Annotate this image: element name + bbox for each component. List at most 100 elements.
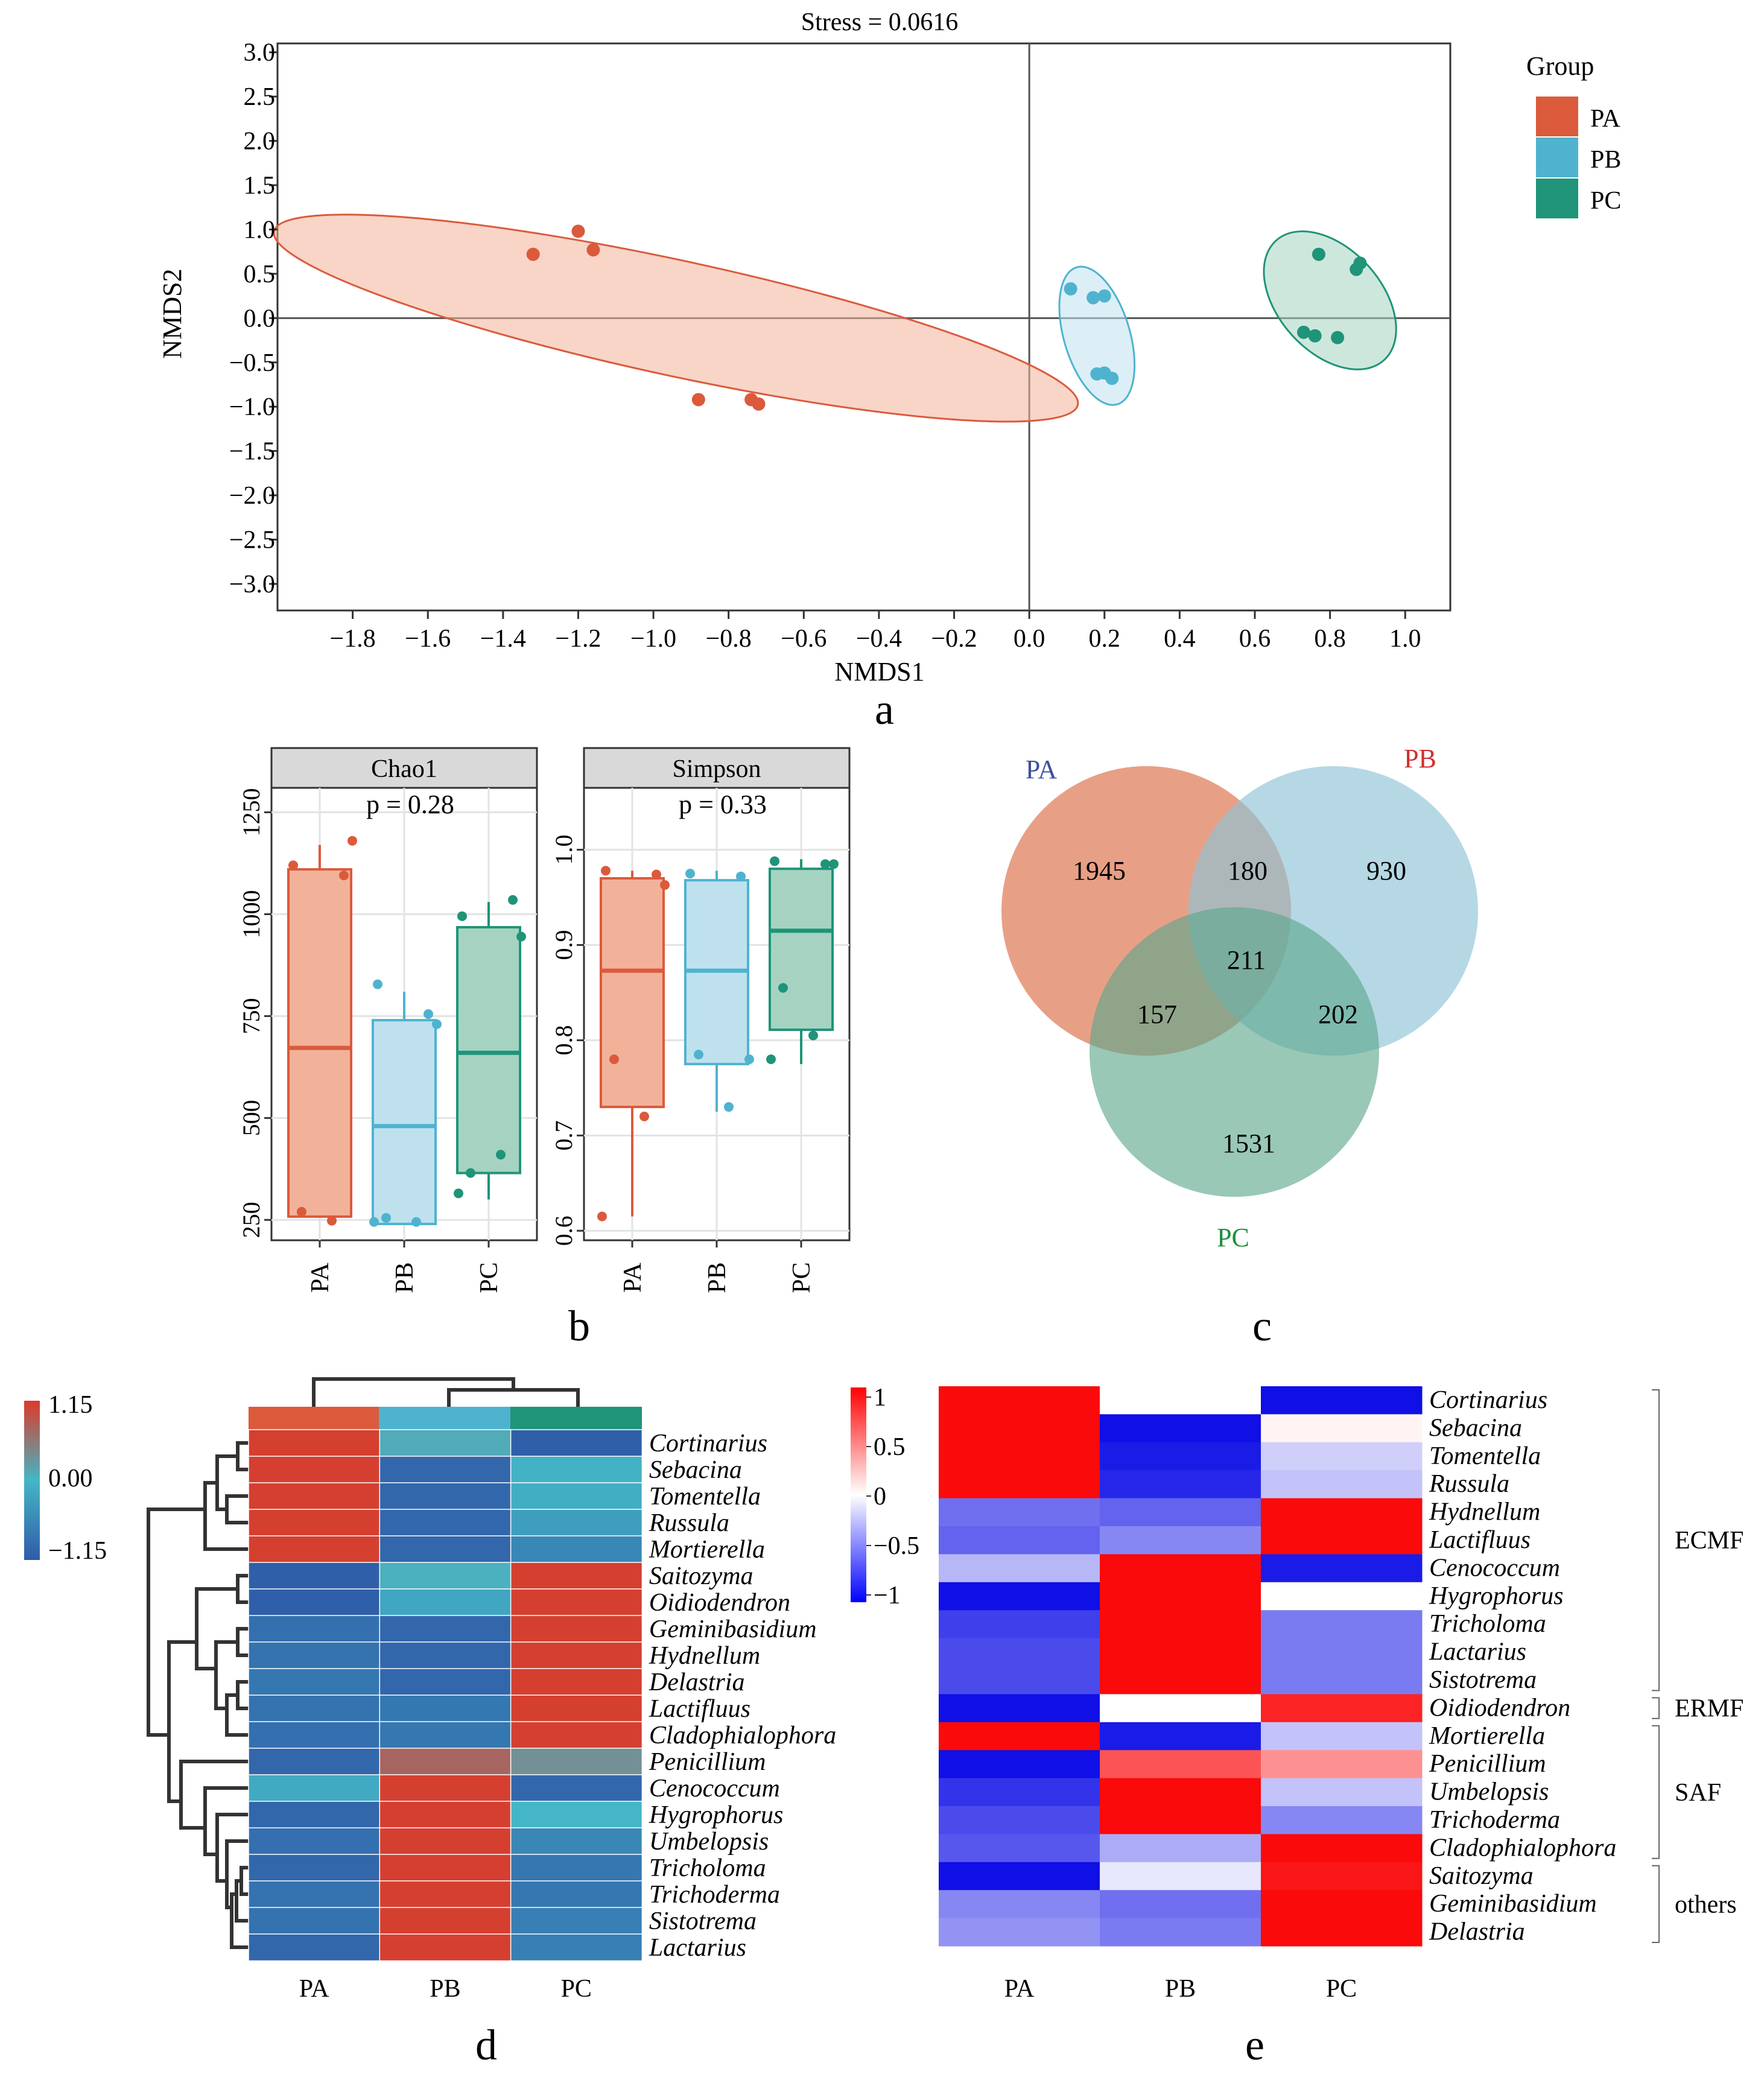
heatmap-d-cell [379,1854,512,1882]
heatmap-e-cell [1100,1498,1261,1527]
heatmap-d-row-label: Sebacina [649,1456,742,1484]
simpson-strip [583,747,851,789]
legend-label-PA: PA [1590,105,1621,133]
y-tick-label: 250 [238,1202,265,1238]
venn-panel: PA PB PC 1945 180 930 211 157 202 1531 c [1001,744,1478,1350]
venn-label-PA: PA [1026,755,1057,784]
x-tick-label: −0.2 [931,625,977,653]
heatmap-e-cell [1261,1806,1423,1834]
colorbar-e-tick-label: −1 [874,1582,901,1609]
point-PC [1312,247,1325,261]
heatmap-d-row-label: Lactarius [649,1934,746,1962]
heatmap-e-row-label: Sebacina [1429,1414,1522,1442]
heatmap-d-cell [248,1456,381,1484]
heatmap-d-cell [248,1641,381,1670]
col-dendro-pb-pc [447,1388,580,1407]
heatmap-e-cell [1100,1778,1261,1807]
dendro-branch [214,1640,238,1710]
heatmap-d-row-label: Sistotrema [649,1907,757,1935]
heatmap-e-cell [1100,1470,1261,1499]
heatmap-e-panel: 1 0.5 0 −0.5 −1 CortinariusSebacinaTomentell… [851,1384,1743,2069]
x-tick-label: 1.0 [1389,625,1421,653]
heatmap-d-row-label: Cenococcum [649,1775,780,1802]
heatmap-d-col-label: PB [430,1975,460,2003]
panel-label-e: e [1245,2021,1264,2069]
heatmap-e-row-label: Cenococcum [1429,1554,1560,1582]
heatmap-e-row-label: Penicillium [1429,1750,1546,1778]
data-point-PA [339,870,349,881]
heatmap-d-cell [248,1933,381,1962]
dendro-branch [236,1441,249,1471]
group-label-SAF: SAF [1675,1779,1721,1807]
heatmap-e-col-label: PB [1165,1975,1196,2003]
heatmap-d-cell [510,1801,643,1829]
colorbar-e [851,1387,866,1602]
heatmap-e-cell [939,1806,1100,1834]
y-tick-label: −1.0 [229,393,275,421]
point-PB [1105,372,1119,385]
heatmap-e-cell [1261,1526,1423,1555]
data-point-PB [424,1009,433,1019]
data-point-PA [288,860,298,870]
heatmap-e-cell [1100,1638,1261,1667]
dendro-branch [230,1892,249,1949]
simpson-strip-label: Simpson [672,755,761,783]
legend-swatch-PC [1536,179,1578,218]
y-tick-label: 2.5 [244,83,276,111]
x-tick-label: −0.6 [781,625,826,653]
colorbar-d-min: −1.15 [48,1537,107,1565]
heatmap-e-cell [1261,1890,1423,1919]
data-point-PB [432,1019,442,1029]
heatmap-e-cell [939,1638,1100,1667]
data-point-PB [744,1054,754,1064]
heatmap-d-cell [510,1562,643,1590]
y-tick-label: 0.7 [550,1120,577,1150]
simpson-p-value: p = 0.33 [679,790,767,819]
heatmap-d-cell [248,1854,381,1882]
heatmap-d-cell [510,1880,643,1909]
heatmap-d-panel: 1.15 0.00 −1.15 CortinariusSebacinaTomen… [24,1377,836,2069]
heatmap-e-cell [1100,1610,1261,1639]
heatmap-e-row-label: Mortierella [1429,1722,1545,1750]
heatmap-d-cell [510,1482,643,1511]
heatmap-d-cell [379,1668,512,1696]
heatmap-e-cell [1261,1582,1423,1611]
x-tick-label: −1.2 [555,625,601,653]
colorbar-e-tick-label: 0.5 [874,1433,906,1461]
heatmap-e-cell [1100,1862,1261,1891]
heatmap-e-cell [1261,1834,1423,1863]
heatmap-e-cell [1261,1666,1423,1695]
heatmap-e-row-label: Umbelopsis [1429,1778,1549,1806]
y-tick-label: −1.5 [229,438,275,466]
heatmap-d-cell [379,1562,512,1590]
point-PB [1087,291,1100,305]
data-point-PB [694,1050,703,1060]
heatmap-e-cell [1261,1414,1423,1443]
data-point-PC [808,1030,818,1041]
chao1-facet: Chao1 250 500 750 1000 1250 PA PB PC p = 0.28 [238,747,538,1293]
heatmap-e-cell [1100,1414,1261,1443]
heatmap-d-col-label: PC [561,1975,592,2003]
dendro-branch [203,1481,249,1551]
heatmap-d-row-label: Cladophialophora [649,1722,836,1749]
heatmap-e-cell [1100,1722,1261,1751]
heatmap-e-row-label: Trichoderma [1429,1806,1560,1834]
x-tick-label: 0.2 [1089,625,1121,653]
panel-label-a: a [875,685,894,734]
heatmap-d-cell [248,1668,381,1696]
row-dendrogram [147,1441,249,1949]
colorbar-e-tick-label: −0.5 [874,1532,919,1560]
point-PC [1308,329,1322,343]
data-point-PC [496,1150,506,1160]
heatmap-d-cell [379,1641,512,1670]
data-point-PC [778,983,788,993]
heatmap-e-row-label: Oidiodendron [1429,1694,1570,1722]
heatmap-e-cell [1100,1666,1261,1695]
panel-label-c: c [1252,1302,1272,1350]
y-tick-label: 3.0 [244,39,276,67]
data-point-PB [736,871,746,881]
data-point-PA [597,1211,607,1222]
heatmap-e-row-label: Cortinarius [1429,1386,1547,1414]
x-tick-label: PC [475,1262,503,1293]
x-tick-label: PB [391,1262,419,1293]
